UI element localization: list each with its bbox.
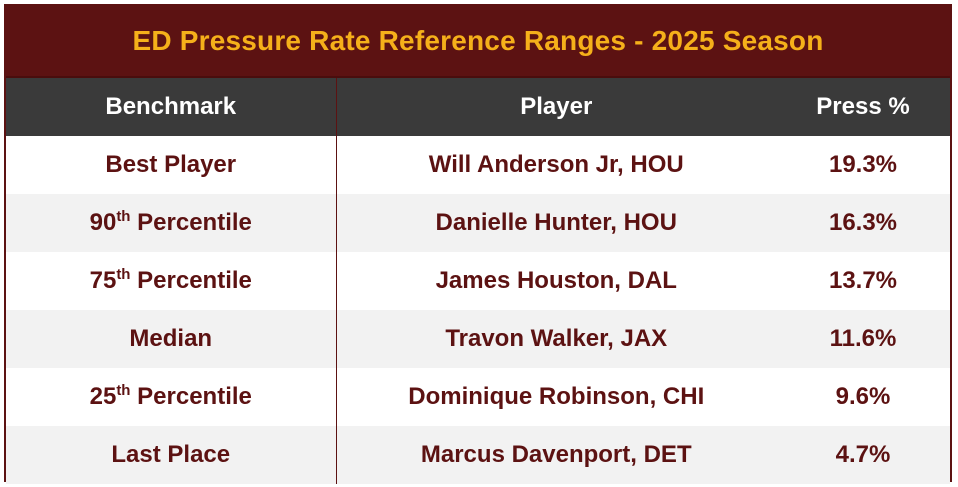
benchmark-number: 25 — [89, 383, 117, 410]
benchmark-suffix: th — [116, 382, 131, 399]
press-cell: 11.6% — [776, 310, 950, 368]
player-cell: Will Anderson Jr, HOU — [336, 136, 776, 194]
reference-table-card: ED Pressure Rate Reference Ranges - 2025… — [4, 4, 952, 484]
table-title: ED Pressure Rate Reference Ranges - 2025… — [132, 25, 824, 56]
column-header-player: Player — [336, 78, 776, 136]
player-cell: Danielle Hunter, HOU — [336, 194, 776, 252]
benchmark-cell: Best Player — [6, 136, 337, 194]
press-cell: 16.3% — [776, 194, 950, 252]
benchmark-label: Percentile — [130, 267, 252, 294]
benchmark-cell: Median — [6, 310, 337, 368]
benchmark-suffix: th — [116, 266, 131, 283]
table-row: 25th Percentile Dominique Robinson, CHI … — [6, 368, 950, 426]
player-cell: James Houston, DAL — [336, 252, 776, 310]
table-row: Last Place Marcus Davenport, DET 4.7% — [6, 426, 950, 484]
benchmark-label: Best Player — [105, 151, 237, 178]
column-header-benchmark: Benchmark — [6, 78, 337, 136]
table-row: 75th Percentile James Houston, DAL 13.7% — [6, 252, 950, 310]
table-row: Median Travon Walker, JAX 11.6% — [6, 310, 950, 368]
benchmark-label: Percentile — [130, 209, 252, 236]
player-cell: Dominique Robinson, CHI — [336, 368, 776, 426]
benchmark-cell: 25th Percentile — [6, 368, 337, 426]
benchmark-suffix: th — [116, 208, 131, 225]
press-cell: 9.6% — [776, 368, 950, 426]
benchmark-number: 75 — [89, 267, 117, 294]
press-cell: 4.7% — [776, 426, 950, 484]
table-row: Best Player Will Anderson Jr, HOU 19.3% — [6, 136, 950, 194]
press-cell: 13.7% — [776, 252, 950, 310]
table-row: 90th Percentile Danielle Hunter, HOU 16.… — [6, 194, 950, 252]
column-header-press: Press % — [776, 78, 950, 136]
benchmark-label: Last Place — [111, 441, 231, 468]
benchmark-cell: 75th Percentile — [6, 252, 337, 310]
benchmark-cell: Last Place — [6, 426, 337, 484]
benchmark-cell: 90th Percentile — [6, 194, 337, 252]
benchmark-label: Percentile — [130, 383, 252, 410]
press-cell: 19.3% — [776, 136, 950, 194]
reference-table: Benchmark Player Press % Best Player Wil… — [6, 78, 951, 484]
benchmark-label: Median — [129, 325, 213, 352]
player-cell: Travon Walker, JAX — [336, 310, 776, 368]
title-bar: ED Pressure Rate Reference Ranges - 2025… — [6, 6, 950, 78]
benchmark-number: 90 — [89, 209, 117, 236]
player-cell: Marcus Davenport, DET — [336, 426, 776, 484]
header-row: Benchmark Player Press % — [6, 78, 950, 136]
